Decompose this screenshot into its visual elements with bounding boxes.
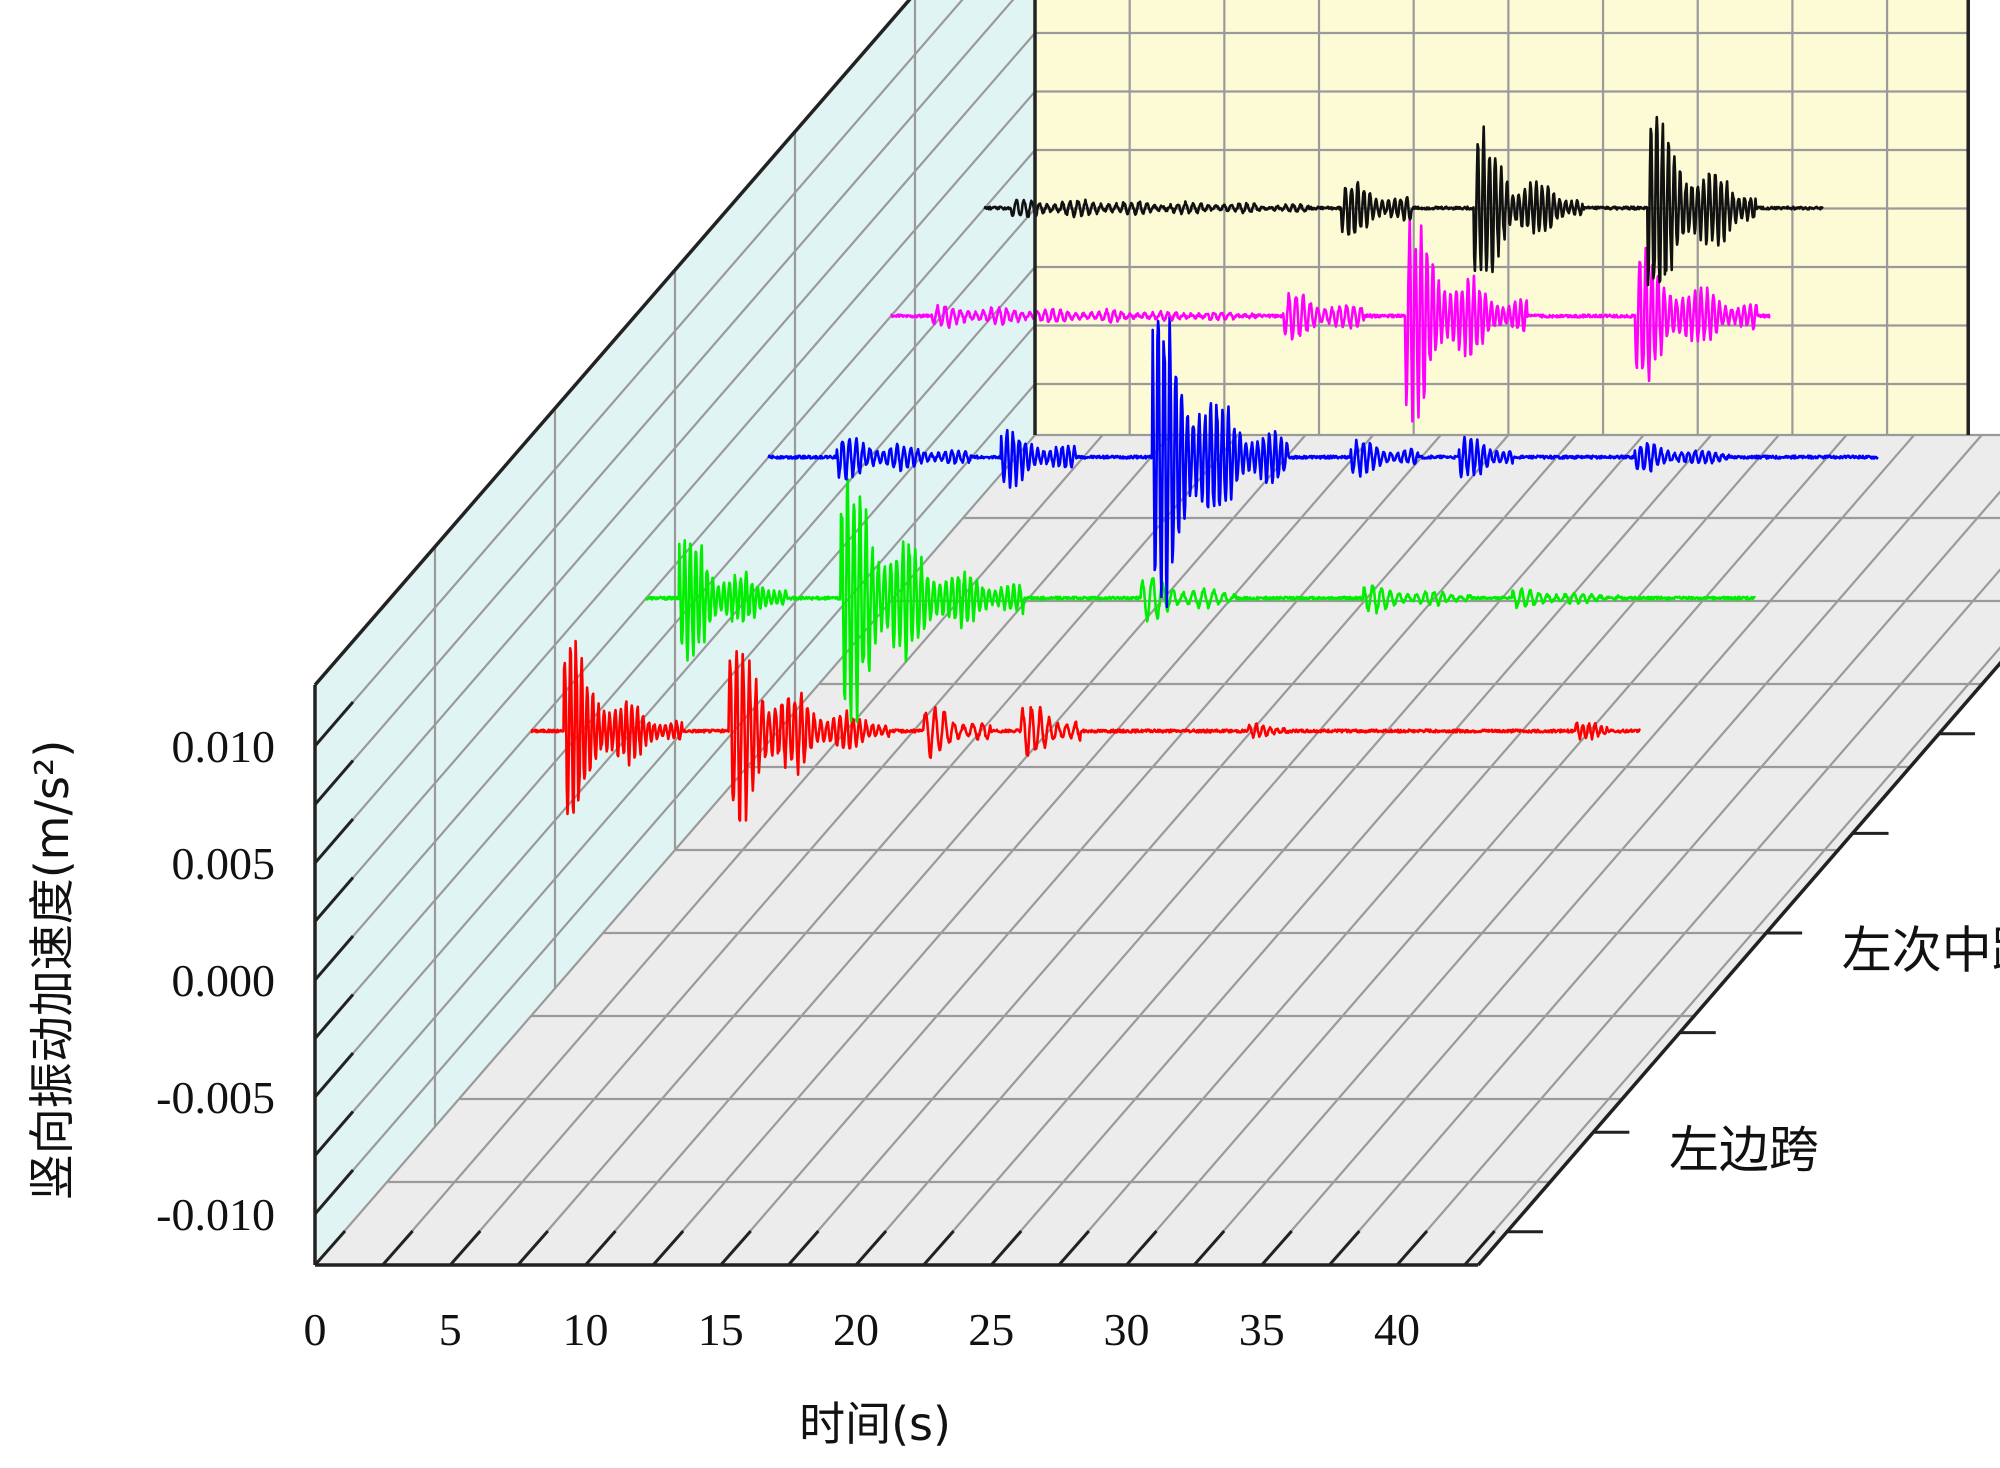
x-tick-label: 20	[833, 1304, 879, 1355]
y-tick-mark	[313, 1169, 355, 1215]
x-tick-mark	[381, 1230, 414, 1266]
y-tick-mark	[313, 1110, 355, 1157]
back-wall-group	[1033, 0, 1969, 435]
x-tick-label: 5	[439, 1304, 462, 1355]
series-labels: 左边跨左次中跨中跨右次中跨右边跨	[1669, 922, 2000, 1179]
x-tick-mark	[449, 1230, 482, 1266]
x-tick-mark	[584, 1230, 617, 1266]
x-tick-mark	[1395, 1230, 1429, 1266]
y-tick-mark	[313, 1052, 355, 1098]
x-tick-mark	[719, 1230, 752, 1266]
y-tick-mark	[313, 935, 355, 981]
x-axis-title: 时间(s)	[799, 1397, 951, 1451]
frame-edge	[1476, 660, 2000, 1267]
y-tick-mark	[313, 876, 355, 923]
series-line	[983, 115, 1824, 287]
x-tick-mark	[854, 1230, 888, 1266]
series-line	[890, 218, 1771, 423]
y-tick-label: 0.000	[172, 955, 276, 1006]
series-label: 左边跨	[1669, 1121, 1819, 1179]
x-tick-mark	[922, 1230, 955, 1266]
y-tick-label: -0.005	[156, 1072, 275, 1123]
x-tick-mark	[1193, 1230, 1226, 1266]
x-tick-label: 15	[698, 1304, 744, 1355]
x-tick-mark	[313, 1230, 347, 1266]
frame-edge	[313, 0, 912, 687]
x-tick-mark	[1260, 1230, 1293, 1266]
x-tick-label: 35	[1239, 1304, 1285, 1355]
x-tick-mark	[1125, 1230, 1158, 1266]
y-tick-mark	[313, 818, 355, 864]
x-tick-mark	[1463, 1230, 1496, 1266]
y-tick-mark	[313, 701, 355, 747]
series-group	[530, 115, 1879, 822]
x-tick-mark	[1328, 1230, 1361, 1266]
series-line	[644, 477, 1757, 724]
x-tick-label: 10	[563, 1304, 609, 1355]
y-axis-title: 竖向振动加速度(m/s²)	[25, 740, 79, 1201]
y-tick-label: -0.010	[156, 1189, 275, 1240]
x-tick-mark	[787, 1230, 820, 1266]
x-tick-mark	[652, 1230, 685, 1266]
series-line	[767, 314, 1879, 609]
x-tick-labels: 0 5 10 15 20 25 30 35 40	[304, 1304, 1421, 1355]
x-tick-label: 25	[968, 1304, 1014, 1355]
x-tick-label: 30	[1104, 1304, 1150, 1355]
back-wall-plane	[1035, 0, 1969, 435]
y-tick-mark	[313, 993, 355, 1040]
y-tick-labels: 0.010 0.005 0.000 -0.005 -0.010	[156, 721, 275, 1240]
x-tick-mark	[516, 1230, 549, 1266]
floor-group	[314, 433, 2000, 1267]
x-tick-mark	[1057, 1230, 1090, 1266]
y-tick-label: 0.010	[172, 721, 276, 772]
series-label: 左次中跨	[1842, 922, 2000, 980]
x-tick-label: 0	[304, 1304, 327, 1355]
y-tick-label: 0.005	[172, 838, 276, 889]
y-tick-mark	[313, 759, 355, 806]
x-tick-mark	[990, 1230, 1023, 1266]
series-line	[530, 639, 1642, 822]
frame-group	[313, 0, 2000, 1267]
x-tick-label: 40	[1374, 1304, 1420, 1355]
